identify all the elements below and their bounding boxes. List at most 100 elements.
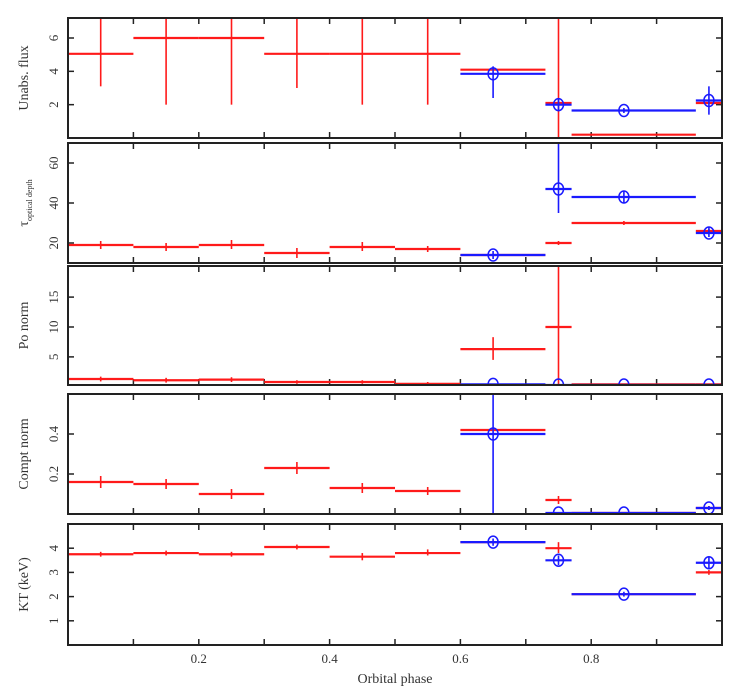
x-tick-label: 0.2 [191,651,207,666]
circle-marker [618,103,630,118]
red-data-point [329,553,395,561]
panel-frame [67,523,723,646]
circle-marker [552,97,565,112]
red-data-point [460,337,546,360]
red-data-point [695,569,722,575]
red-data-point [133,550,199,556]
blue-data-point [695,501,722,514]
blue-data-point [571,587,696,601]
blue-data-point [460,394,546,514]
x-tick-label: 0.6 [452,651,469,666]
red-data-point [545,266,572,385]
red-data-point [545,18,572,138]
y-tick-label: 0.4 [46,425,61,442]
blue-data-point [571,103,696,118]
panel-frame [67,142,723,264]
circle-marker [487,67,499,81]
red-data-point [545,496,572,504]
red-data-point [329,483,395,493]
panel-1: 2 4 6 Unabs. flux [17,17,723,139]
circle-marker [487,535,499,549]
data-layer [68,18,722,138]
blue-data-point [571,190,696,204]
red-data-point [329,380,395,384]
data-layer [68,143,722,262]
x-axis-label: Orbital phase [357,672,432,687]
y-axis-label: Unabs. flux [17,45,32,110]
circle-marker [703,555,715,570]
y-tick-label: 2 [46,101,61,108]
red-data-point [395,246,461,252]
blue-data-point [460,535,546,549]
red-data-point [133,243,199,251]
red-data-point [133,18,199,105]
red-data-point [198,551,265,557]
y-axis-label: KT (keV) [17,557,32,612]
y-tick-label: 15 [46,291,61,304]
red-data-point [68,241,134,249]
red-data-point [68,476,134,488]
x-tick-label: 0.4 [321,651,338,666]
circle-marker [487,427,499,441]
y-tick-label: 10 [46,320,61,333]
circle-marker [618,587,630,601]
y-tick-label: 40 [46,197,61,210]
y-tick-label: 2 [46,593,61,600]
blue-data-point [545,97,572,112]
red-data-point [395,549,461,556]
panel-frame [67,17,723,139]
red-data-point [395,487,461,495]
panel-5: 1 2 3 4 KT (keV) 0.2 0.4 0.6 0.8 [17,523,723,666]
red-data-point [545,241,572,245]
panel-2: 20 40 60 τoptical depth [17,142,723,264]
y-tick-label: 60 [46,157,61,170]
y-axis-label-subscript: optical depth [25,179,34,221]
circle-marker [703,93,715,108]
y-axis-label-symbol: τ [17,221,32,227]
red-data-point [198,489,265,499]
red-data-point [545,542,572,554]
blue-data-point [545,143,572,213]
red-data-point [133,479,199,489]
y-axis-label: Compt norm [17,418,32,489]
y-tick-label: 20 [46,237,61,250]
red-data-point [264,380,330,384]
blue-data-point [695,86,722,115]
circle-marker [703,226,715,240]
data-layer [68,266,722,385]
y-tick-label: 4 [46,544,61,551]
circle-marker [703,378,715,385]
y-tick-label: 1 [46,618,61,625]
red-data-point [198,377,265,383]
panel-4: 0.2 0.4 Compt norm [17,393,723,515]
red-data-point [264,544,330,550]
red-data-point [264,462,330,474]
blue-data-point [460,66,546,98]
red-data-point [68,551,134,557]
red-data-point [198,240,265,249]
red-data-point [68,376,134,382]
blue-data-point [460,248,546,262]
y-tick-label: 5 [46,354,61,361]
circle-marker [618,378,630,385]
panel-frame [67,393,723,515]
y-axis-label: τoptical depth [17,179,34,226]
data-layer [68,535,722,601]
red-data-point [571,221,696,225]
circle-marker [618,190,630,204]
circle-marker [552,378,565,385]
red-data-point [133,377,199,383]
blue-data-point [695,555,722,570]
y-tick-label: 6 [46,34,61,41]
red-data-point [329,18,395,105]
panel-3: 5 10 15 Po norm [17,265,723,386]
circle-marker [552,182,565,196]
red-data-point [264,248,330,258]
circle-marker [552,553,565,568]
data-layer [68,394,722,514]
y-tick-label: 0.2 [46,466,61,482]
y-tick-label: 4 [46,68,61,75]
x-tick-label: 0.8 [583,651,599,666]
blue-data-point [545,553,572,568]
